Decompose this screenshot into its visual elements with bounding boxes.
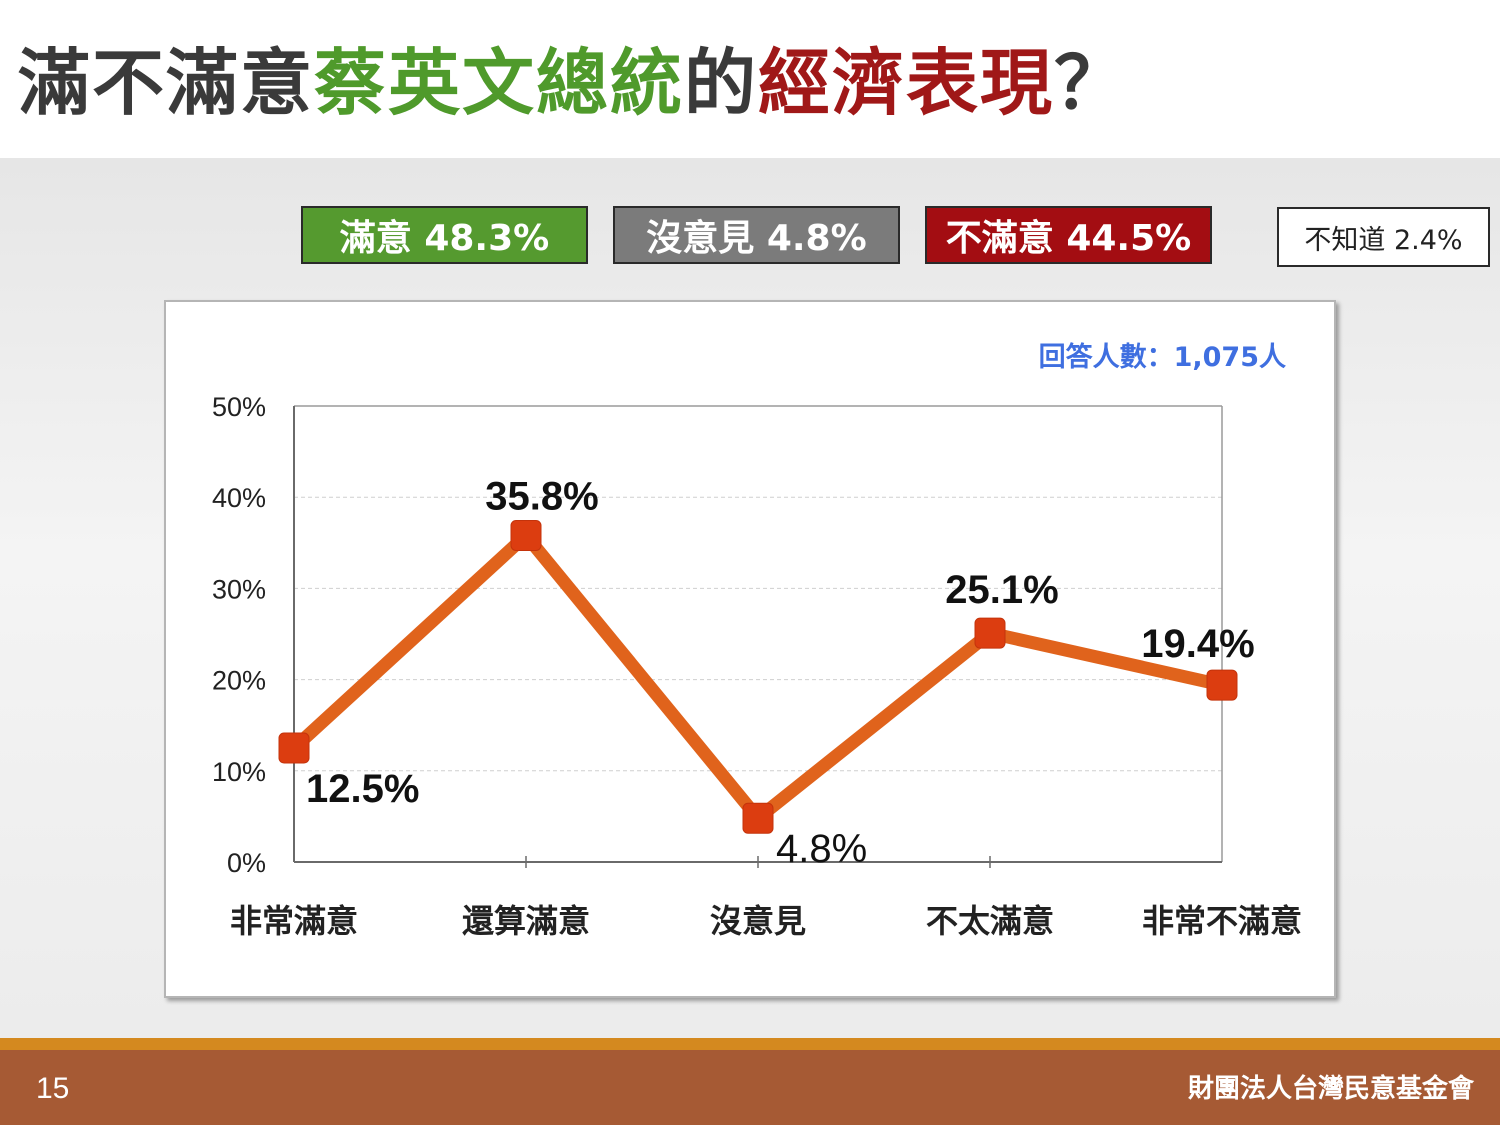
data-label: 35.8% [485, 475, 598, 519]
y-tick-label: 50% [212, 392, 266, 422]
summary-dont-know: 不知道 2.4% [1277, 207, 1490, 267]
series-line [289, 529, 1224, 825]
x-category-label: 非常不滿意 [1142, 902, 1302, 940]
y-tick-label: 20% [212, 666, 266, 696]
organization-name: 財團法人台灣民意基金會 [1187, 1074, 1474, 1104]
data-label: 19.4% [1141, 622, 1254, 666]
title-part-satisfaction: 滿不滿意 [18, 41, 315, 125]
data-label: 12.5% [306, 767, 419, 811]
data-point-marker [510, 520, 542, 552]
chart-panel: 0% 10% 20% 30% 40% 50% 非常滿意 還算滿意 沒意見 不太滿意 非常不滿意 12.… [164, 300, 1336, 998]
data-point-marker [278, 732, 310, 764]
x-category-label: 還算滿意 [462, 902, 590, 940]
x-category-label: 不太滿意 [926, 902, 1054, 940]
footer: 15 財團法人台灣民意基金會 [0, 1050, 1500, 1125]
title-part-question-mark: ？ [1054, 41, 1129, 125]
line-chart: 0% 10% 20% 30% 40% 50% 非常滿意 還算滿意 沒意見 不太滿意 非常不滿意 12.… [212, 341, 1302, 940]
footer-accent-line [0, 1038, 1500, 1050]
y-tick-label: 30% [212, 574, 266, 604]
data-point-marker [742, 802, 774, 834]
title-bar: 滿不滿意蔡英文總統的經濟表現？ [0, 0, 1500, 158]
y-tick-label: 10% [212, 757, 266, 787]
slide-title: 滿不滿意蔡英文總統的經濟表現？ [18, 38, 1128, 128]
page-number: 15 [36, 1072, 70, 1105]
data-label: 4.8% [776, 827, 867, 871]
data-point-marker [1206, 669, 1238, 701]
data-point-marker [974, 617, 1006, 649]
x-category-label: 非常滿意 [230, 902, 358, 940]
title-part-of: 的 [684, 41, 759, 125]
title-part-economy: 經濟表現 [758, 41, 1055, 125]
y-tick-label: 0% [227, 848, 266, 878]
y-tick-label: 40% [212, 483, 266, 513]
respondent-count-note: 回答人數：1,075人 [1039, 341, 1286, 373]
title-part-president: 蔡英文總統 [314, 41, 685, 125]
summary-satisfied: 滿意 48.3% [301, 206, 588, 264]
summary-no-opinion: 沒意見 4.8% [613, 206, 900, 264]
x-category-label: 沒意見 [710, 902, 806, 940]
data-label: 25.1% [945, 568, 1058, 612]
summary-dissatisfied: 不滿意 44.5% [925, 206, 1212, 264]
